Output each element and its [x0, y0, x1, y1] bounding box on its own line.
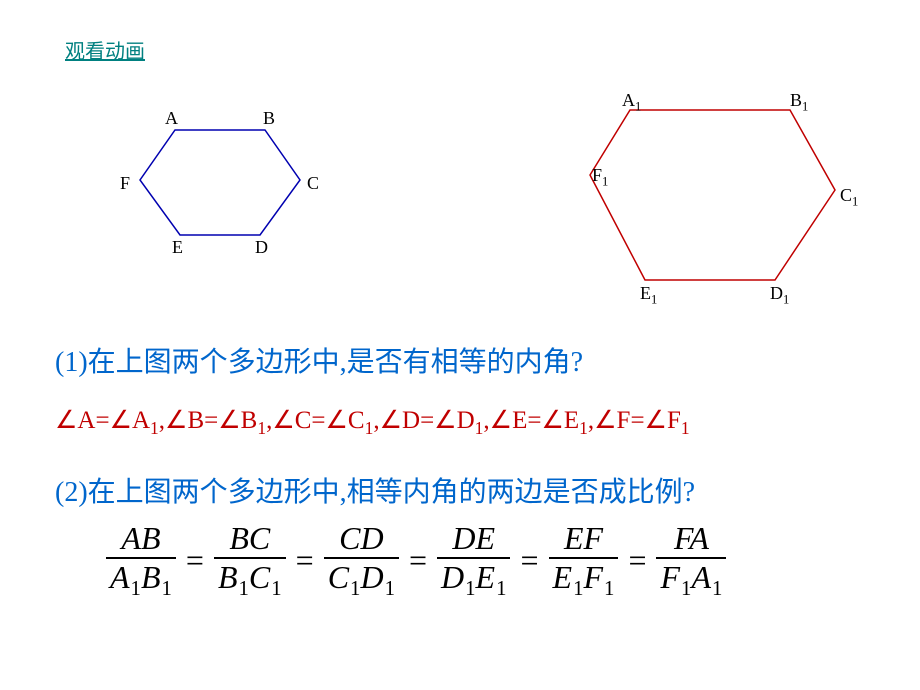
question-2: (2)在上图两个多边形中,相等内角的两边是否成比例?	[55, 470, 695, 510]
question-1: (1)在上图两个多边形中,是否有相等的内角?	[55, 340, 583, 380]
equals-sign: =	[520, 542, 538, 579]
ratio-fraction: EFE1F1	[549, 520, 619, 601]
vertex-label-E1: E1	[640, 283, 657, 308]
vertex-label-C1: C1	[840, 185, 858, 210]
ratio-fraction: BCB1C1	[214, 520, 286, 601]
equals-sign: =	[409, 542, 427, 579]
hexagons-diagram: ABCDEF A1B1C1D1E1F1	[0, 85, 920, 315]
equals-sign: =	[296, 542, 314, 579]
vertex-label-F1: F1	[592, 165, 608, 190]
watch-animation-link[interactable]: 观看动画	[65, 35, 145, 64]
vertex-label-D1: D1	[770, 283, 789, 308]
angle-equalities: ∠A=∠A1,∠B=∠B1,∠C=∠C1,∠D=∠D1,∠E=∠E1,∠F=∠F…	[55, 405, 690, 439]
hexagon-large	[0, 85, 920, 315]
ratio-fraction: DED1E1	[437, 520, 510, 601]
vertex-label-B1: B1	[790, 90, 808, 115]
equals-sign: =	[186, 542, 204, 579]
ratio-fraction: ABA1B1	[106, 520, 176, 601]
ratio-equalities: ABA1B1=BCB1C1=CDC1D1=DED1E1=EFE1F1=FAF1A…	[100, 520, 732, 601]
ratio-fraction: FAF1A1	[656, 520, 726, 601]
vertex-label-A1: A1	[622, 90, 641, 115]
ratio-fraction: CDC1D1	[324, 520, 399, 601]
equals-sign: =	[628, 542, 646, 579]
